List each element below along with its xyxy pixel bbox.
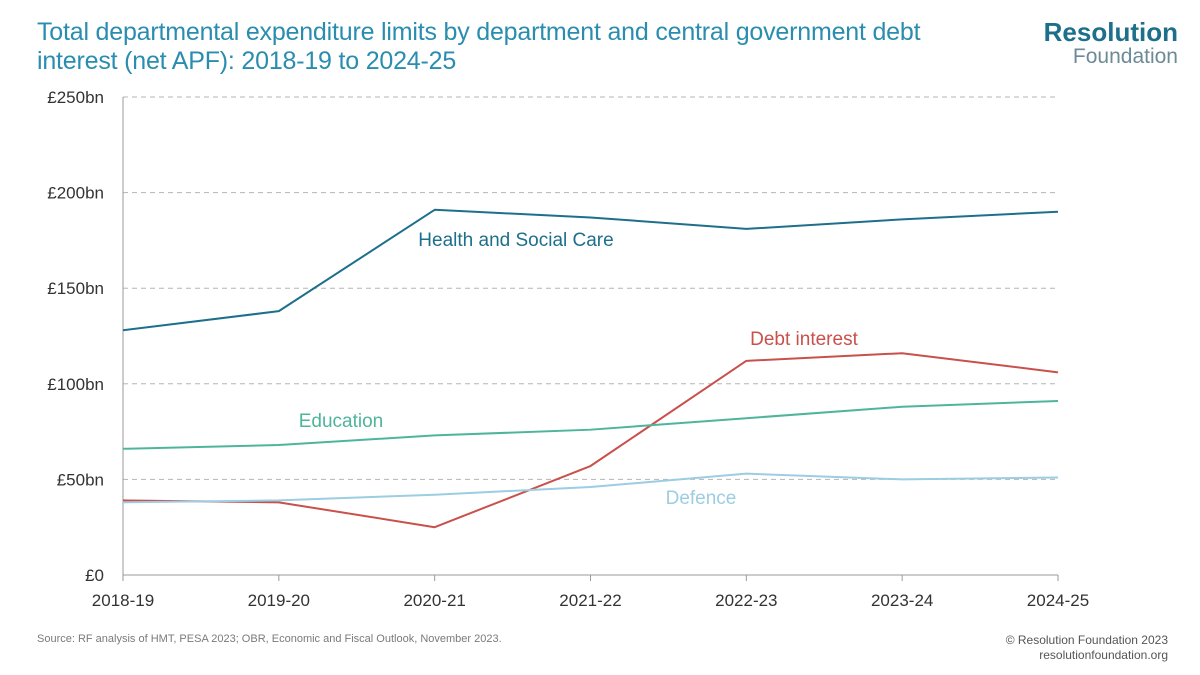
series-label: Defence [666, 488, 737, 509]
copyright-block: © Resolution Foundation 2023 resolutionf… [1006, 633, 1168, 663]
y-tick-label: £50bn [57, 470, 104, 489]
series-line [122, 352, 1059, 529]
x-tick-label: 2019-20 [248, 591, 310, 610]
chart-title: Total departmental expenditure limits by… [37, 18, 921, 75]
series-label: Health and Social Care [418, 230, 613, 251]
x-tick-label: 2024-25 [1027, 591, 1089, 610]
website-url: resolutionfoundation.org [1039, 648, 1168, 662]
series-label: Education [299, 411, 384, 432]
series-line [122, 472, 1059, 504]
x-tick-label: 2023-24 [871, 591, 933, 610]
logo-line-1: Resolution [1043, 17, 1178, 47]
x-tick-label: 2018-19 [92, 591, 154, 610]
resolution-foundation-logo: Resolution Foundation [1044, 18, 1178, 68]
copyright-text: © Resolution Foundation 2023 [1005, 633, 1168, 647]
y-tick-label: £0 [85, 566, 104, 585]
logo-line-2: Foundation [1072, 45, 1178, 68]
series-line [122, 208, 1059, 332]
x-tick-label: 2022-23 [715, 591, 777, 610]
source-note: Source: RF analysis of HMT, PESA 2023; O… [37, 633, 502, 645]
series-label: Debt interest [750, 329, 858, 350]
x-tick-label: 2021-22 [559, 591, 621, 610]
y-tick-label: £250bn [47, 88, 104, 107]
y-tick-label: £100bn [47, 375, 104, 394]
series-line [122, 400, 1059, 450]
x-tick-label: 2020-21 [403, 591, 465, 610]
y-tick-label: £200bn [47, 184, 104, 203]
y-tick-label: £150bn [47, 279, 104, 298]
